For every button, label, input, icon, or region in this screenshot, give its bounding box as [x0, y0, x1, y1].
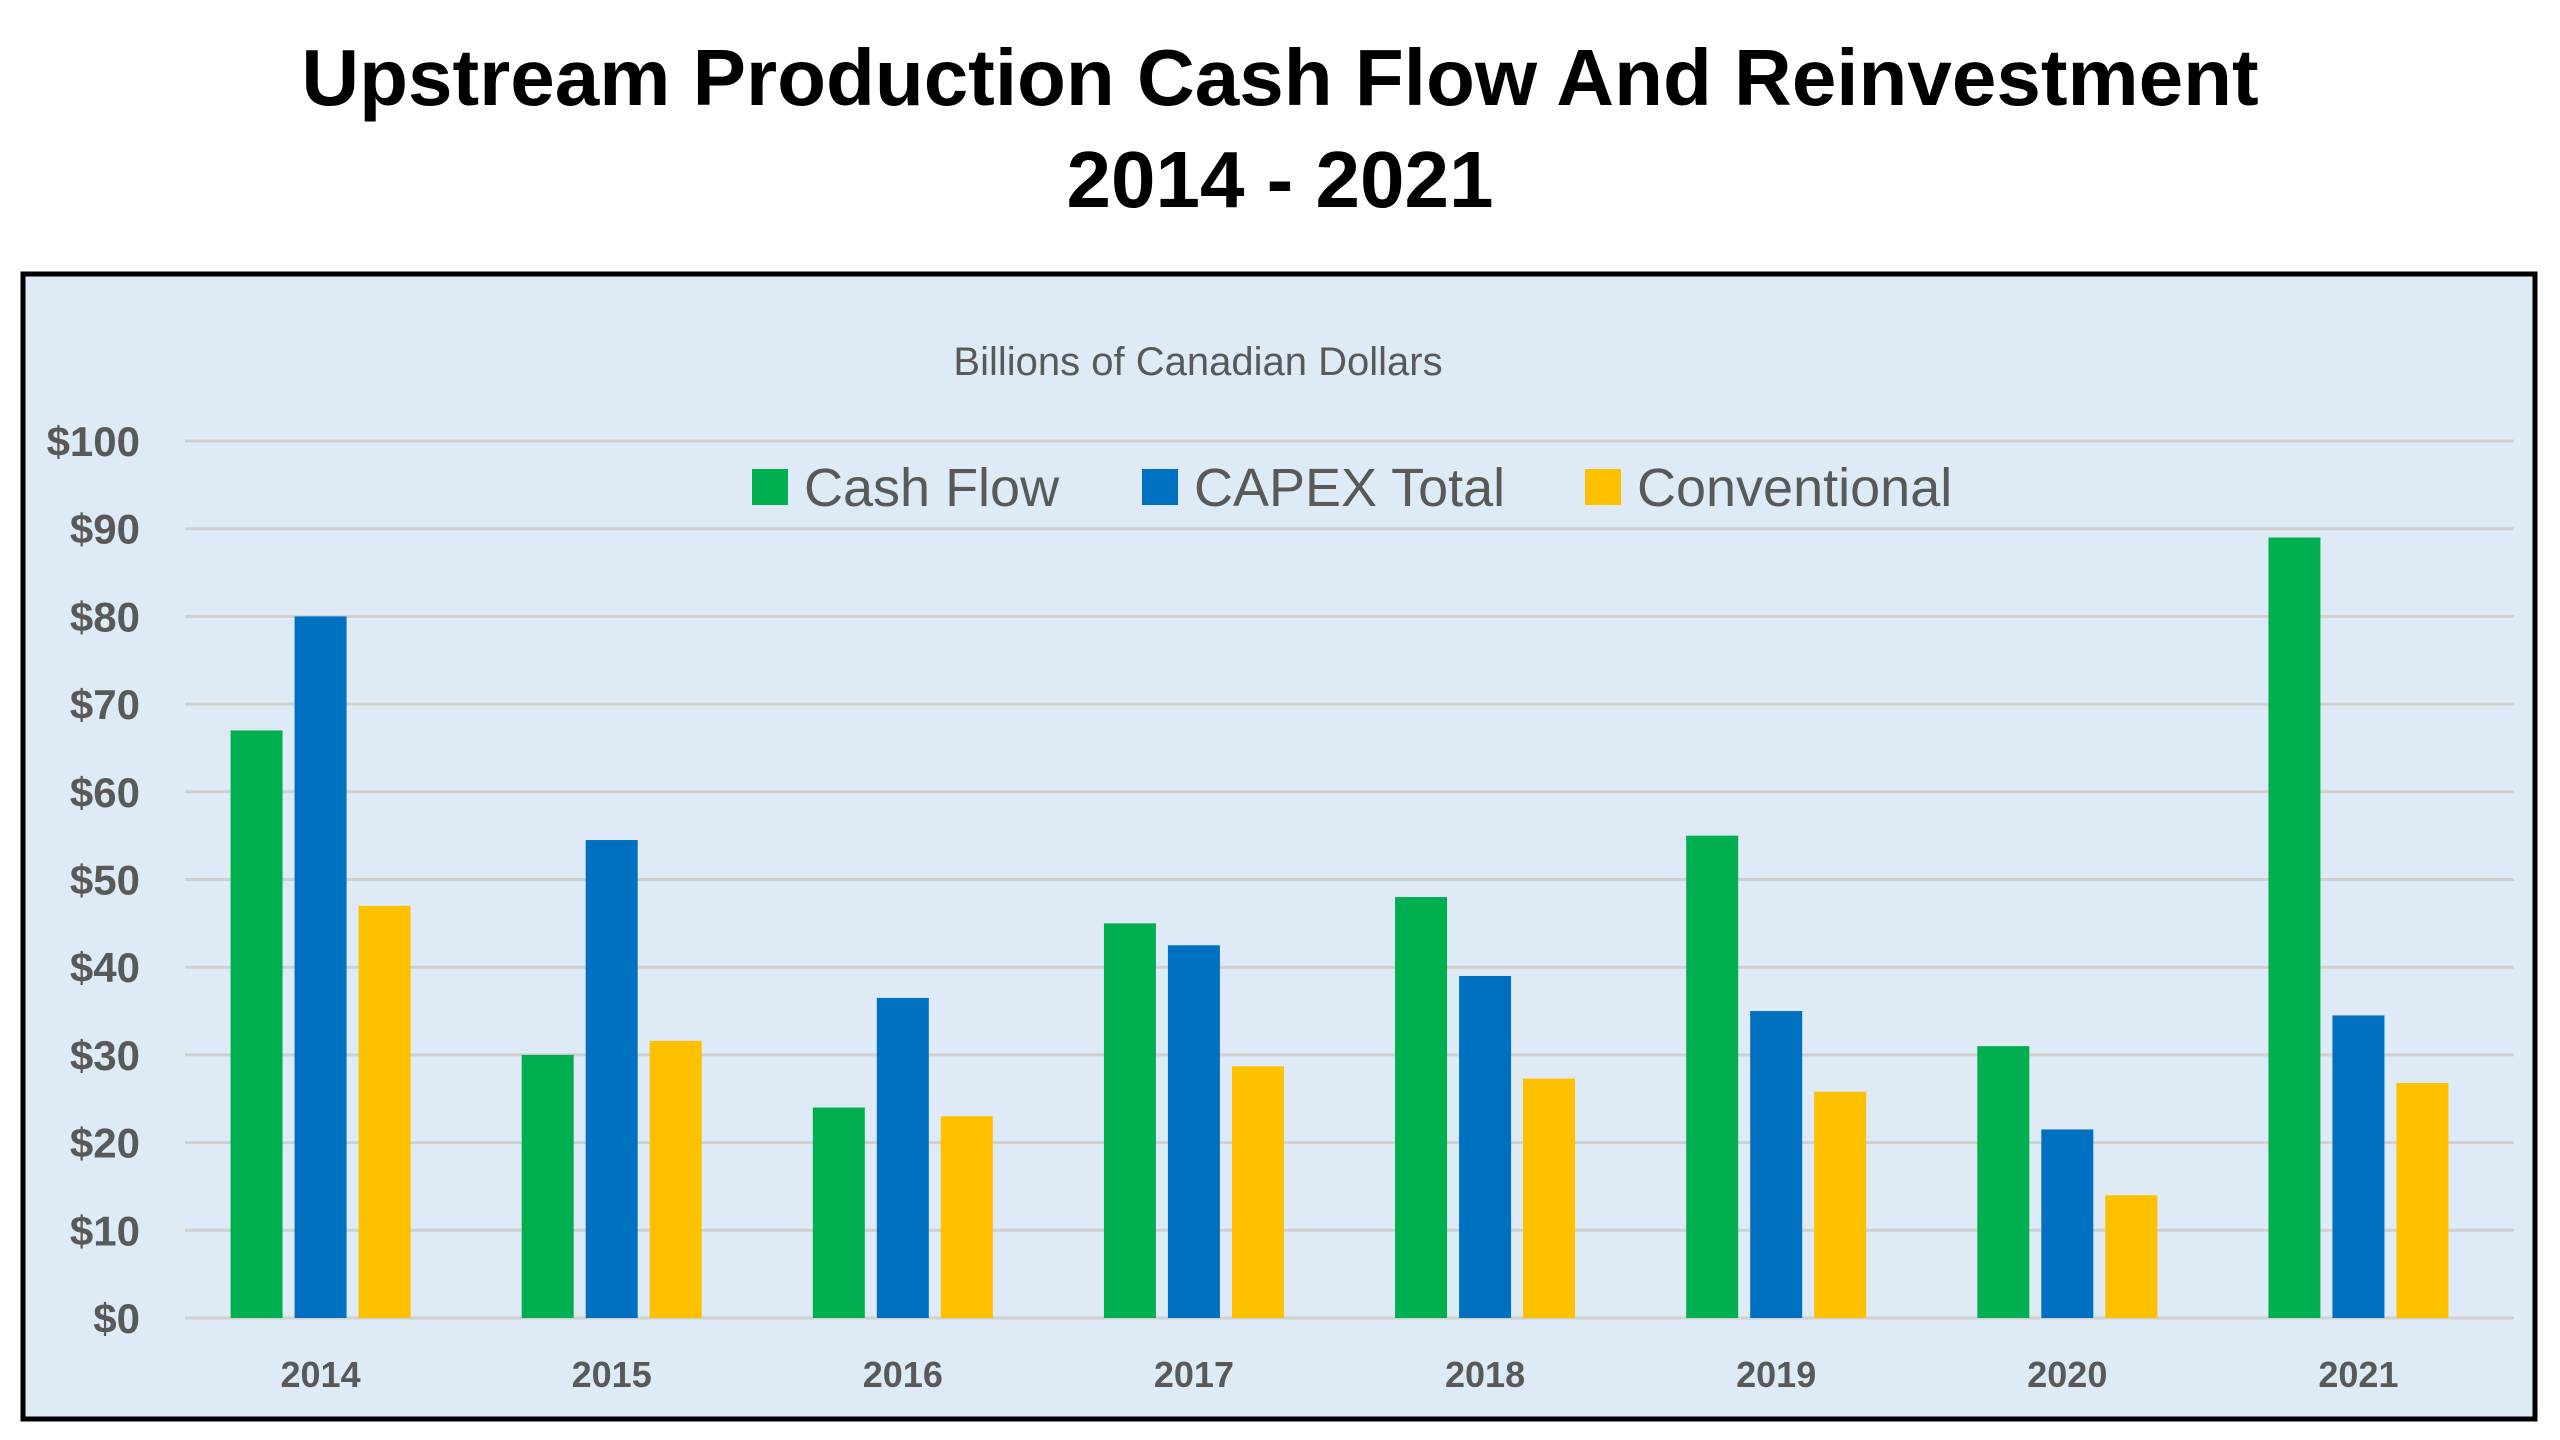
bar-capex-total-2016 [876, 997, 929, 1318]
y-tick-label: $50 [70, 857, 140, 904]
y-tick-label: $20 [70, 1120, 140, 1167]
bar-conventional-2018 [1523, 1078, 1576, 1318]
y-tick-label: $0 [93, 1295, 140, 1342]
x-tick-label: 2016 [863, 1354, 943, 1395]
x-tick-label: 2018 [1445, 1354, 1525, 1395]
x-tick-label: 2019 [1736, 1354, 1816, 1395]
bar-conventional-2021 [2396, 1082, 2449, 1318]
x-tick-label: 2021 [2318, 1354, 2398, 1395]
y-tick-label: $10 [70, 1207, 140, 1254]
legend-label: Conventional [1637, 458, 1952, 518]
bar-cash-flow-2014 [230, 730, 283, 1318]
bar-cash-flow-2020 [1977, 1046, 2030, 1318]
bar-capex-total-2014 [294, 616, 347, 1318]
bar-capex-total-2021 [2332, 1015, 2385, 1318]
x-tick-label: 2014 [281, 1354, 361, 1395]
bar-conventional-2014 [358, 905, 411, 1318]
bar-capex-total-2015 [585, 840, 638, 1318]
x-tick-label: 2020 [2027, 1354, 2107, 1395]
bar-capex-total-2018 [1459, 975, 1512, 1318]
chart-subtitle: 2014 - 2021 [1066, 135, 1494, 224]
y-tick-label: $80 [70, 593, 140, 640]
bar-cash-flow-2016 [812, 1107, 865, 1318]
legend-label: CAPEX Total [1194, 458, 1505, 518]
bar-capex-total-2019 [1750, 1011, 1803, 1318]
bar-conventional-2016 [940, 1116, 993, 1318]
x-tick-label: 2015 [572, 1354, 652, 1395]
bar-cash-flow-2017 [1103, 923, 1156, 1318]
bar-capex-total-2020 [2041, 1129, 2094, 1318]
legend-swatch [1142, 469, 1178, 505]
y-tick-label: $60 [70, 769, 140, 816]
bar-conventional-2017 [1231, 1066, 1284, 1318]
bar-conventional-2015 [649, 1040, 702, 1318]
bar-cash-flow-2021 [2268, 537, 2321, 1318]
legend-swatch [752, 469, 788, 505]
bar-conventional-2020 [2105, 1195, 2158, 1318]
x-tick-label: 2017 [1154, 1354, 1234, 1395]
legend-label: Cash Flow [804, 458, 1060, 518]
bar-conventional-2019 [1814, 1091, 1867, 1318]
y-tick-label: $30 [70, 1032, 140, 1079]
y-tick-label: $70 [70, 681, 140, 728]
legend-swatch [1585, 469, 1621, 505]
units-label: Billions of Canadian Dollars [953, 340, 1442, 384]
chart-title: Upstream Production Cash Flow And Reinve… [301, 33, 2259, 122]
bar-cash-flow-2015 [521, 1054, 574, 1318]
bar-cash-flow-2019 [1686, 835, 1739, 1318]
bar-cash-flow-2018 [1395, 897, 1448, 1318]
bar-capex-total-2017 [1167, 945, 1220, 1318]
y-tick-label: $90 [70, 506, 140, 553]
y-tick-label: $40 [70, 944, 140, 991]
y-tick-label: $100 [47, 418, 140, 465]
